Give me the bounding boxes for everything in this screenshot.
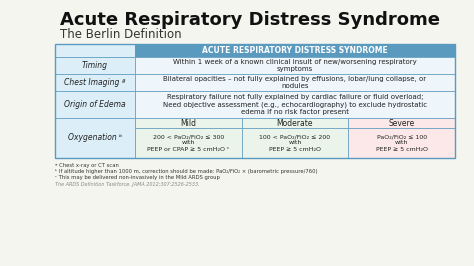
Bar xyxy=(55,44,135,57)
Bar xyxy=(135,44,455,57)
Text: PaO₂/FiO₂ ≤ 100
with
PEEP ≥ 5 cmH₂O: PaO₂/FiO₂ ≤ 100 with PEEP ≥ 5 cmH₂O xyxy=(376,134,428,152)
Text: The ARDS Definition Taskforce. JAMA 2012;307:2526-2533.: The ARDS Definition Taskforce. JAMA 2012… xyxy=(55,182,200,187)
Text: Mild: Mild xyxy=(180,118,196,127)
Text: The Berlin Definition: The Berlin Definition xyxy=(60,28,182,41)
Bar xyxy=(348,118,455,128)
Bar xyxy=(135,118,242,128)
Bar xyxy=(348,128,455,158)
Bar xyxy=(55,118,135,158)
Bar xyxy=(242,128,348,158)
Text: Origin of Edema: Origin of Edema xyxy=(64,100,126,109)
Bar xyxy=(135,91,455,118)
Text: Oxygenation ᵇ: Oxygenation ᵇ xyxy=(68,134,122,143)
Bar xyxy=(55,44,455,158)
Bar xyxy=(135,74,455,91)
Text: ª Chest x-ray or CT scan: ª Chest x-ray or CT scan xyxy=(55,163,119,168)
Bar xyxy=(135,128,242,158)
Text: Respiratory failure not fully explained by cardiac failure or fluid overload;
Ne: Respiratory failure not fully explained … xyxy=(163,94,427,115)
Text: Severe: Severe xyxy=(389,118,415,127)
Bar xyxy=(242,118,348,128)
Text: 100 < PaO₂/FiO₂ ≤ 200
with
PEEP ≥ 5 cmH₂O: 100 < PaO₂/FiO₂ ≤ 200 with PEEP ≥ 5 cmH₂… xyxy=(259,134,330,152)
Text: ᶜ This may be delivered non-invasively in the Mild ARDS group: ᶜ This may be delivered non-invasively i… xyxy=(55,175,220,180)
Text: Within 1 week of a known clinical insult of new/worsening respiratory
symptoms: Within 1 week of a known clinical insult… xyxy=(173,59,417,72)
Text: Bilateral opacities – not fully explained by effusions, lobar/lung collapse, or
: Bilateral opacities – not fully explaine… xyxy=(164,76,427,89)
Bar xyxy=(135,57,455,74)
Text: Acute Respiratory Distress Syndrome: Acute Respiratory Distress Syndrome xyxy=(60,11,440,29)
Text: ACUTE RESPIRATORY DISTRESS SYNDROME: ACUTE RESPIRATORY DISTRESS SYNDROME xyxy=(202,46,388,55)
Text: Timing: Timing xyxy=(82,61,108,70)
Text: Chest Imaging ª: Chest Imaging ª xyxy=(64,78,126,87)
Bar xyxy=(55,74,135,91)
Text: Moderate: Moderate xyxy=(277,118,313,127)
Text: ᵇ If altitude higher than 1000 m, correction should be made: PaO₂/FiO₂ × (barome: ᵇ If altitude higher than 1000 m, correc… xyxy=(55,169,318,174)
Bar xyxy=(55,91,135,118)
Text: 200 < PaO₂/FiO₂ ≤ 300
with
PEEP or CPAP ≥ 5 cmH₂O ᶜ: 200 < PaO₂/FiO₂ ≤ 300 with PEEP or CPAP … xyxy=(147,134,229,152)
Bar xyxy=(55,57,135,74)
